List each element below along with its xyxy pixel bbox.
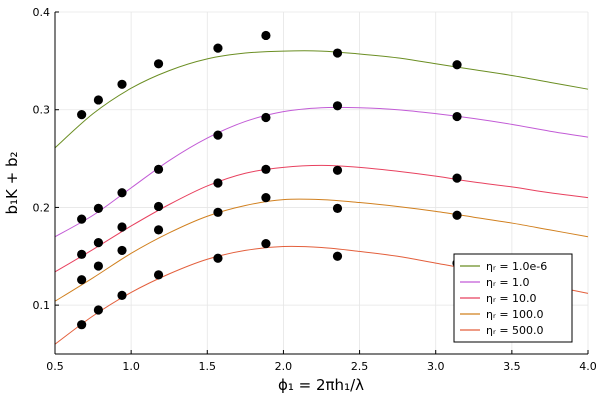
data-point-0-4 bbox=[213, 43, 223, 53]
series-curve-3 bbox=[54, 198, 589, 302]
data-point-1-5 bbox=[261, 112, 271, 123]
legend: ηᵣ = 1.0e-6 ηᵣ = 1.0 ηᵣ = 10.0 ηᵣ = 100.0 ηᵣ… bbox=[453, 253, 573, 343]
data-point-3-4 bbox=[213, 207, 223, 217]
y-tick-label: 0.4 bbox=[33, 6, 51, 19]
series-curve-0 bbox=[54, 50, 589, 149]
data-point-2-7 bbox=[452, 173, 462, 183]
data-point-0-0 bbox=[77, 110, 87, 120]
x-tick-label: 4.0 bbox=[579, 360, 597, 373]
data-point-1-7 bbox=[452, 111, 462, 122]
data-point-4-4 bbox=[213, 253, 223, 263]
data-point-0-3 bbox=[153, 59, 164, 69]
x-tick-label: 2.0 bbox=[275, 360, 293, 373]
data-point-4-3 bbox=[153, 270, 164, 280]
data-point-0-2 bbox=[117, 79, 127, 89]
data-point-3-6 bbox=[332, 203, 343, 214]
data-point-2-2 bbox=[117, 222, 127, 232]
legend-label-0: ηᵣ = 1.0e-6 bbox=[486, 260, 547, 273]
x-tick-label: 2.5 bbox=[351, 360, 369, 373]
data-point-4-1 bbox=[93, 305, 104, 315]
y-tick-label: 0.1 bbox=[33, 299, 51, 312]
data-point-0-6 bbox=[332, 48, 343, 58]
data-point-3-3 bbox=[153, 225, 164, 235]
data-point-1-3 bbox=[153, 164, 164, 174]
axes bbox=[54, 12, 588, 355]
y-tick-label: 0.3 bbox=[33, 104, 51, 117]
series-curve-1 bbox=[54, 106, 589, 238]
data-point-3-1 bbox=[93, 261, 104, 271]
data-point-1-0 bbox=[77, 214, 87, 224]
data-point-2-3 bbox=[153, 201, 164, 212]
data-point-1-2 bbox=[117, 188, 127, 198]
x-tick-label: 3.5 bbox=[503, 360, 521, 373]
data-point-3-2 bbox=[117, 245, 127, 256]
data-point-4-0 bbox=[77, 320, 87, 330]
data-points bbox=[77, 30, 462, 330]
x-tick-label: 0.5 bbox=[46, 360, 64, 373]
legend-label-1: ηᵣ = 1.0 bbox=[486, 276, 530, 289]
data-point-2-5 bbox=[261, 164, 271, 174]
data-point-3-7 bbox=[452, 210, 462, 220]
legend-label-3: ηᵣ = 100.0 bbox=[486, 308, 544, 321]
y-axis-label: b₁K + b₂ bbox=[3, 151, 21, 214]
x-tick-label: 1.0 bbox=[122, 360, 140, 373]
data-point-2-0 bbox=[77, 249, 87, 259]
data-point-1-4 bbox=[213, 130, 223, 140]
data-point-2-1 bbox=[93, 238, 104, 248]
data-point-0-7 bbox=[452, 60, 462, 70]
legend-label-4: ηᵣ = 500.0 bbox=[486, 324, 544, 337]
data-point-1-6 bbox=[332, 101, 343, 111]
data-point-0-1 bbox=[93, 95, 104, 105]
x-tick-label: 3.0 bbox=[427, 360, 445, 373]
data-point-4-5 bbox=[261, 238, 271, 249]
legend-label-2: ηᵣ = 10.0 bbox=[486, 292, 537, 305]
x-tick-label: 1.5 bbox=[199, 360, 217, 373]
series-curve-2 bbox=[54, 164, 589, 273]
data-point-0-5 bbox=[261, 30, 271, 41]
tick-labels: 0.5 1.0 1.5 2.0 2.5 3.0 3.5 4.0 0.1 0.2 0.3 0.4 bbox=[33, 6, 597, 373]
data-point-2-6 bbox=[332, 165, 343, 175]
data-point-4-2 bbox=[117, 290, 127, 300]
data-point-1-1 bbox=[93, 203, 104, 214]
x-axis-label: ϕ₁ = 2πh₁/λ bbox=[278, 376, 364, 394]
data-point-2-4 bbox=[213, 178, 223, 188]
curves bbox=[54, 50, 589, 345]
y-tick-label: 0.2 bbox=[33, 201, 51, 214]
data-point-3-0 bbox=[77, 275, 87, 285]
data-point-3-5 bbox=[261, 193, 271, 203]
data-point-4-6 bbox=[332, 251, 343, 261]
